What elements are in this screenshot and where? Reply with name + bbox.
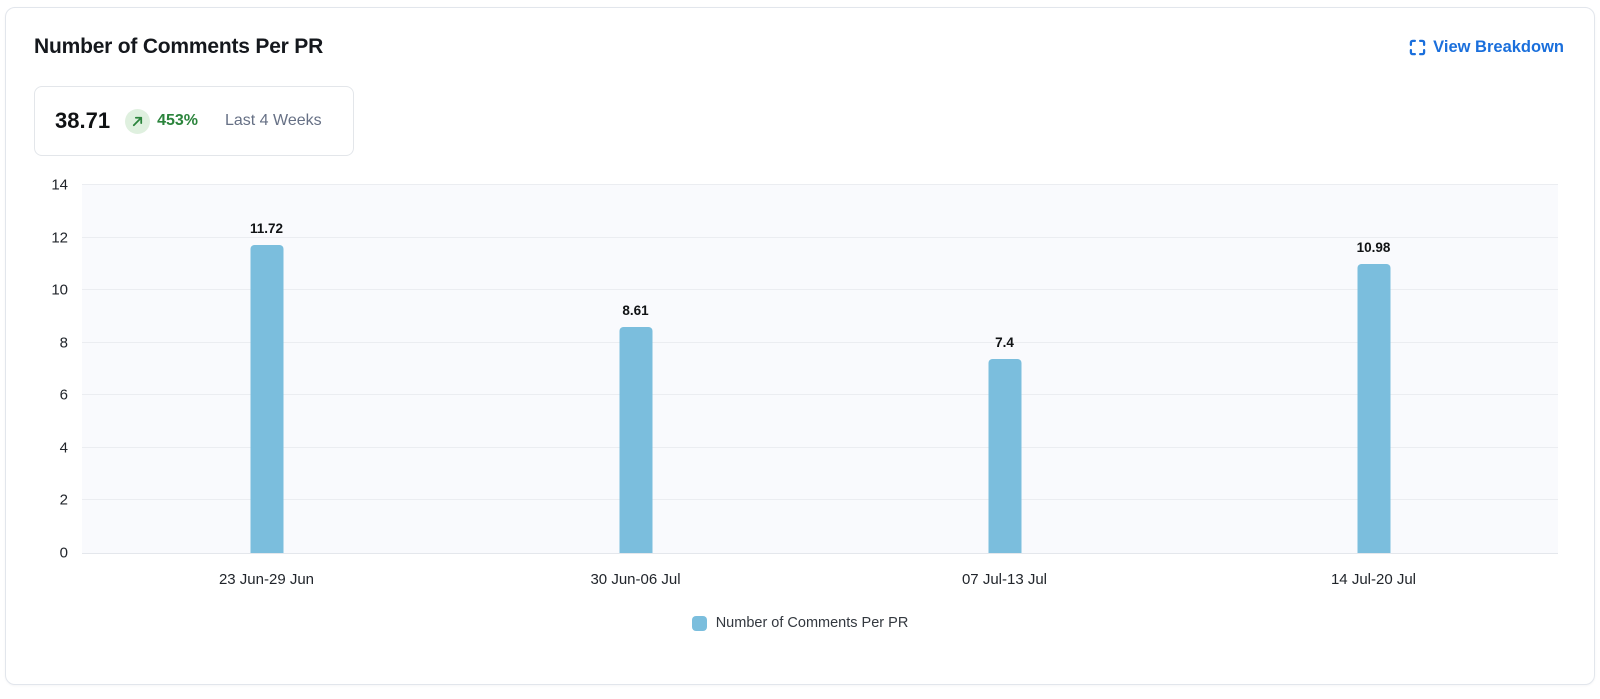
- bar[interactable]: [619, 326, 652, 553]
- bar-value-label: 10.98: [1356, 240, 1391, 256]
- gridline: [82, 236, 1558, 238]
- y-axis-tick: 2: [59, 491, 68, 509]
- y-axis-tick: 4: [59, 439, 68, 457]
- gridline: [82, 289, 1558, 291]
- gridline: [82, 446, 1558, 448]
- summary-stat-card: 38.71 453% Last 4 Weeks: [34, 86, 354, 156]
- y-axis-tick: 14: [51, 176, 68, 194]
- x-axis-labels: 23 Jun-29 Jun 30 Jun-06 Jul 07 Jul-13 Jul 1…: [82, 571, 1558, 588]
- legend-swatch: [691, 615, 707, 631]
- y-axis-tick: 10: [51, 281, 68, 299]
- bar[interactable]: [988, 358, 1021, 553]
- bar-chart: 0 2 4 6 8 10 12 14 11.72 8.61 7.4 10.98 23 Jun-29 J…: [6, 177, 1594, 631]
- x-axis-label: 07 Jul-13 Jul: [961, 571, 1048, 588]
- view-breakdown-link[interactable]: View Breakdown: [1409, 38, 1564, 57]
- bar-value-label: 11.72: [249, 220, 284, 236]
- plot-area: 0 2 4 6 8 10 12 14 11.72 8.61 7.4 10.98: [51, 177, 1558, 562]
- y-axis-tick: 6: [59, 386, 68, 404]
- legend-label: Number of Comments Per PR: [715, 615, 909, 631]
- stat-change-percent: 453%: [157, 112, 198, 129]
- view-breakdown-label: View Breakdown: [1433, 37, 1564, 56]
- gridline: [82, 341, 1558, 343]
- y-axis-tick: 8: [59, 334, 68, 352]
- bar[interactable]: [250, 244, 283, 553]
- x-axis-label: 30 Jun-06 Jul: [590, 571, 681, 588]
- bar-value-label: 8.61: [622, 302, 649, 318]
- stat-value: 38.71: [55, 108, 111, 133]
- bar-column: 11.72: [82, 185, 451, 553]
- expand-icon: [1409, 39, 1426, 56]
- gridline: [82, 499, 1558, 501]
- bar-column: 10.98: [1189, 185, 1558, 553]
- y-axis-tick: 12: [51, 229, 68, 247]
- y-axis-tick: 0: [59, 544, 68, 562]
- widget-header: Number of Comments Per PR View Breakdown: [6, 8, 1594, 59]
- trend-up-icon: [125, 108, 151, 134]
- bar-series: 11.72 8.61 7.4 10.98: [82, 185, 1558, 553]
- x-axis-label: 14 Jul-20 Jul: [1330, 571, 1417, 588]
- comments-per-pr-widget: Number of Comments Per PR View Breakdown…: [5, 7, 1595, 685]
- bar-column: 7.4: [820, 185, 1189, 553]
- x-axis-label: 23 Jun-29 Jun: [218, 571, 315, 588]
- chart-legend[interactable]: Number of Comments Per PR: [6, 615, 1594, 631]
- page-title: Number of Comments Per PR: [34, 35, 324, 58]
- stat-period: Last 4 Weeks: [224, 112, 322, 129]
- gridline: [82, 394, 1558, 396]
- bar-column: 8.61: [451, 185, 820, 553]
- bar[interactable]: [1357, 264, 1390, 553]
- bar-value-label: 7.4: [995, 334, 1014, 350]
